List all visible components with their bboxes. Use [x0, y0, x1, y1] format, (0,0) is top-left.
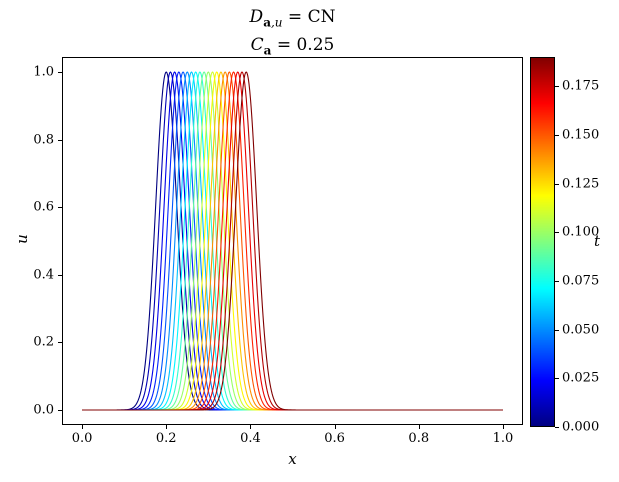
- x-axis-tick-label: 0.6: [324, 431, 345, 446]
- title-d-symbol: D: [249, 7, 264, 27]
- colorbar-frame: [530, 57, 555, 427]
- plot-title-line2: Ca = 0.25: [62, 34, 523, 62]
- x-axis-tick-label: 1.0: [492, 431, 514, 446]
- x-axis-tick: [334, 425, 336, 429]
- title-c-symbol: C: [250, 35, 264, 56]
- colorbar-tick-label: 0.025: [562, 370, 600, 386]
- colorbar-tick: [555, 232, 559, 234]
- y-axis-tick-label: 0.4: [33, 267, 54, 283]
- title-d-subscript: a,u: [263, 15, 283, 30]
- plot-title: Da,u = CN Ca = 0.25: [62, 6, 523, 63]
- colorbar-label: t: [594, 232, 601, 250]
- y-axis-tick-label: 1.0: [33, 64, 54, 80]
- curves-plot-area: [62, 57, 523, 425]
- colorbar-tick-label: 0.150: [562, 127, 600, 143]
- colorbar-tick-label: 0.175: [562, 78, 600, 94]
- colorbar-tick-label: 0.075: [562, 273, 600, 289]
- x-axis-tick: [166, 425, 168, 429]
- y-axis-tick-label: 0.2: [33, 334, 54, 350]
- x-axis-tick-label: 0.8: [408, 431, 430, 446]
- x-axis-label: x: [288, 450, 297, 468]
- x-axis-tick-label: 0.2: [155, 431, 177, 446]
- y-axis-tick: [58, 139, 62, 141]
- colorbar-tick: [555, 280, 559, 282]
- x-axis-tick: [82, 425, 84, 429]
- plot-title-line1: Da,u = CN: [62, 6, 523, 34]
- colorbar-gradient: [530, 57, 555, 427]
- colorbar-tick: [555, 329, 559, 331]
- y-axis-tick: [58, 342, 62, 344]
- y-axis-tick-label: 0.8: [33, 132, 54, 148]
- title-c-subscript: a: [263, 43, 272, 58]
- x-axis-tick: [502, 425, 504, 429]
- y-axis-tick: [58, 274, 62, 276]
- colorbar-tick: [555, 378, 559, 380]
- y-axis-tick: [58, 207, 62, 209]
- colorbar-tick-label: 0.050: [562, 322, 600, 338]
- colorbar-tick: [555, 86, 559, 88]
- title-line1-rest: = CN: [282, 7, 336, 27]
- x-axis-tick: [250, 425, 252, 429]
- x-axis-tick-label: 0.0: [71, 431, 93, 446]
- colorbar-tick-label: 0.125: [562, 176, 600, 192]
- colorbar-tick: [555, 183, 559, 185]
- y-axis-label: u: [13, 234, 31, 244]
- colorbar-tick-label: 0.000: [562, 419, 600, 435]
- x-axis-tick-label: 0.4: [240, 431, 261, 446]
- colorbar-tick: [555, 427, 559, 428]
- y-axis-tick: [58, 72, 62, 73]
- colorbar-tick-label: 0.100: [562, 224, 600, 240]
- y-axis-tick-label: 0.6: [33, 199, 54, 215]
- colorbar-tick: [555, 134, 559, 136]
- y-axis-tick-label: 0.0: [33, 402, 54, 418]
- y-axis-tick: [58, 409, 62, 411]
- x-axis-tick: [418, 425, 420, 429]
- title-line2-rest: = 0.25: [271, 35, 335, 56]
